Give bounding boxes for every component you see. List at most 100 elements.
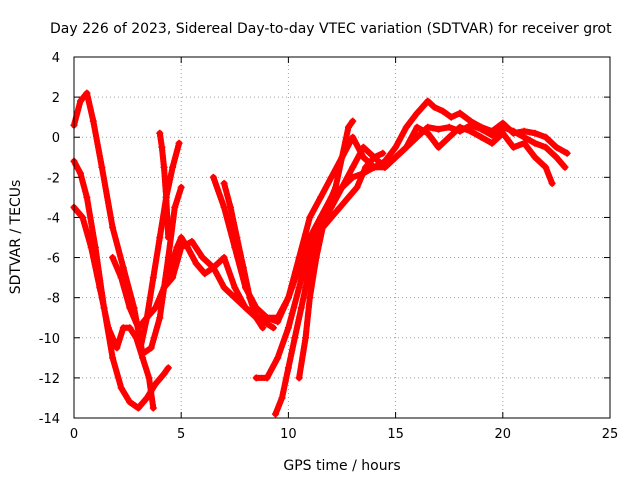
data-point bbox=[338, 183, 346, 191]
series-sat-12 bbox=[156, 129, 172, 241]
data-point bbox=[520, 139, 528, 147]
data-point bbox=[447, 113, 455, 121]
data-point bbox=[306, 213, 314, 221]
data-point bbox=[284, 294, 292, 302]
data-point bbox=[370, 163, 378, 171]
y-tick-label: -12 bbox=[39, 372, 60, 387]
data-point bbox=[164, 364, 172, 372]
data-point bbox=[164, 234, 172, 241]
data-point bbox=[252, 374, 260, 382]
data-point bbox=[263, 314, 271, 322]
series-sat-6 bbox=[209, 97, 571, 322]
data-point bbox=[269, 324, 277, 332]
data-point bbox=[274, 314, 282, 322]
data-point bbox=[177, 183, 185, 191]
data-point bbox=[445, 133, 453, 141]
data-point bbox=[173, 244, 181, 252]
data-point bbox=[160, 370, 168, 378]
series-sat-9 bbox=[295, 149, 387, 382]
data-point bbox=[291, 334, 299, 342]
data-point bbox=[177, 234, 185, 241]
data-point bbox=[510, 143, 518, 151]
data-point bbox=[188, 238, 196, 246]
data-point bbox=[134, 404, 142, 412]
data-point bbox=[89, 117, 97, 125]
y-tick-label: -8 bbox=[47, 292, 60, 307]
data-point bbox=[220, 254, 228, 262]
data-point bbox=[109, 254, 117, 262]
data-point bbox=[252, 314, 260, 322]
data-point bbox=[434, 125, 442, 133]
y-tick-label: -4 bbox=[47, 211, 60, 226]
grid bbox=[74, 57, 610, 418]
data-point bbox=[126, 324, 134, 332]
data-point bbox=[413, 109, 421, 117]
data-point bbox=[499, 129, 507, 137]
data-point bbox=[424, 97, 432, 105]
y-tick-label: 2 bbox=[52, 91, 60, 106]
data-point bbox=[477, 123, 485, 131]
data-point bbox=[295, 284, 303, 292]
data-point bbox=[134, 324, 142, 332]
data-point bbox=[136, 344, 144, 352]
data-point bbox=[445, 123, 453, 131]
data-point bbox=[297, 304, 305, 312]
data-point bbox=[87, 244, 95, 252]
data-point bbox=[561, 163, 569, 171]
data-point bbox=[467, 127, 475, 135]
x-tick-label: 25 bbox=[602, 427, 619, 442]
data-point bbox=[117, 274, 125, 282]
plot-area bbox=[70, 89, 571, 418]
data-point bbox=[162, 193, 170, 201]
data-point bbox=[499, 119, 507, 127]
data-point bbox=[295, 374, 303, 382]
data-point bbox=[149, 404, 157, 412]
data-point bbox=[184, 244, 192, 252]
data-point bbox=[132, 334, 140, 342]
data-point bbox=[79, 213, 87, 221]
data-point bbox=[98, 163, 106, 171]
data-point bbox=[160, 163, 168, 171]
data-point bbox=[542, 143, 550, 151]
data-point bbox=[151, 380, 159, 388]
data-point bbox=[424, 129, 432, 137]
data-point bbox=[145, 374, 153, 382]
data-point bbox=[201, 270, 209, 278]
data-point bbox=[192, 260, 200, 268]
data-point bbox=[209, 264, 217, 272]
data-point bbox=[126, 304, 134, 312]
data-point bbox=[344, 123, 352, 131]
series-sat-8 bbox=[272, 117, 357, 418]
data-point bbox=[158, 143, 166, 151]
data-point bbox=[76, 97, 84, 105]
data-point bbox=[209, 173, 217, 181]
axes: 0 5 10 15 20 25 -14 -12 -10 -8 -6 -4 -2 0 2 4 bbox=[39, 51, 619, 442]
data-point bbox=[413, 123, 421, 131]
data-point bbox=[233, 234, 241, 241]
data-point bbox=[353, 183, 361, 191]
x-tick-label: 5 bbox=[177, 427, 185, 442]
x-tick-label: 0 bbox=[70, 427, 78, 442]
data-point bbox=[156, 129, 164, 137]
data-point bbox=[284, 324, 292, 332]
y-axis-label: SDTVAR / TECUs bbox=[8, 180, 24, 295]
data-point bbox=[392, 143, 400, 151]
data-point bbox=[227, 203, 235, 211]
data-point bbox=[402, 143, 410, 151]
data-point bbox=[362, 163, 370, 171]
data-point bbox=[156, 314, 164, 322]
data-point bbox=[359, 143, 367, 151]
data-point bbox=[263, 374, 271, 382]
data-point bbox=[520, 133, 528, 141]
data-point bbox=[434, 143, 442, 151]
plot-frame bbox=[73, 56, 611, 419]
data-point bbox=[246, 294, 254, 302]
y-tick-label: -6 bbox=[47, 252, 60, 267]
data-point bbox=[531, 153, 539, 161]
data-point bbox=[295, 254, 303, 262]
data-point bbox=[239, 264, 247, 272]
data-point bbox=[259, 324, 267, 332]
data-point bbox=[274, 354, 282, 362]
data-point bbox=[143, 314, 151, 322]
